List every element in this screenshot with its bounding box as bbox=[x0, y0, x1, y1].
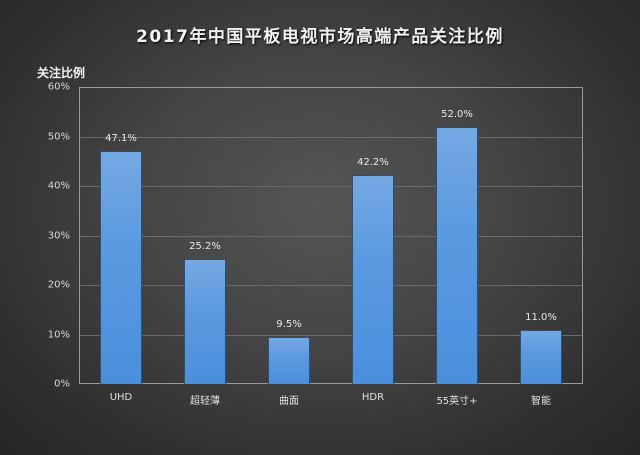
bar-value-label: 25.2% bbox=[189, 241, 221, 253]
bar[interactable] bbox=[436, 126, 478, 384]
bar[interactable] bbox=[100, 150, 142, 384]
y-tick-label: 30% bbox=[47, 230, 70, 241]
gridline bbox=[80, 334, 582, 336]
bar[interactable] bbox=[268, 336, 310, 384]
bar-value-label: 47.1% bbox=[105, 132, 137, 144]
bar[interactable] bbox=[520, 329, 562, 384]
bar-value-label: 9.5% bbox=[276, 318, 302, 330]
x-tick-label: 智能 bbox=[531, 396, 551, 407]
bar-value-label: 42.2% bbox=[357, 157, 389, 169]
x-tick-label: 超轻薄 bbox=[190, 396, 220, 407]
gridline bbox=[80, 235, 582, 237]
plot-area bbox=[79, 87, 583, 384]
x-tick-label: HDR bbox=[361, 392, 385, 403]
gridline bbox=[80, 186, 582, 187]
y-tick-label: 10% bbox=[47, 329, 70, 340]
y-axis-label: 关注比例 bbox=[37, 66, 86, 80]
x-tick-label: 曲面 bbox=[279, 396, 299, 407]
bar-value-label: 11.0% bbox=[525, 311, 557, 323]
y-tick-label: 40% bbox=[47, 180, 70, 192]
gridline bbox=[80, 285, 582, 286]
chart-title: 2017年中国平板电视市场高端产品关注比例 bbox=[136, 27, 504, 47]
bar[interactable] bbox=[184, 259, 226, 384]
y-tick-label: 0% bbox=[54, 378, 70, 390]
y-tick-label: 60% bbox=[47, 81, 70, 93]
gridline bbox=[80, 136, 582, 138]
bar[interactable] bbox=[352, 175, 394, 384]
y-tick-label: 50% bbox=[47, 131, 70, 142]
y-tick-label: 20% bbox=[47, 279, 70, 291]
x-tick-label: 55英寸+ bbox=[436, 396, 478, 407]
x-tick-label: UHD bbox=[109, 392, 133, 403]
bar-value-label: 52.0% bbox=[441, 108, 473, 120]
